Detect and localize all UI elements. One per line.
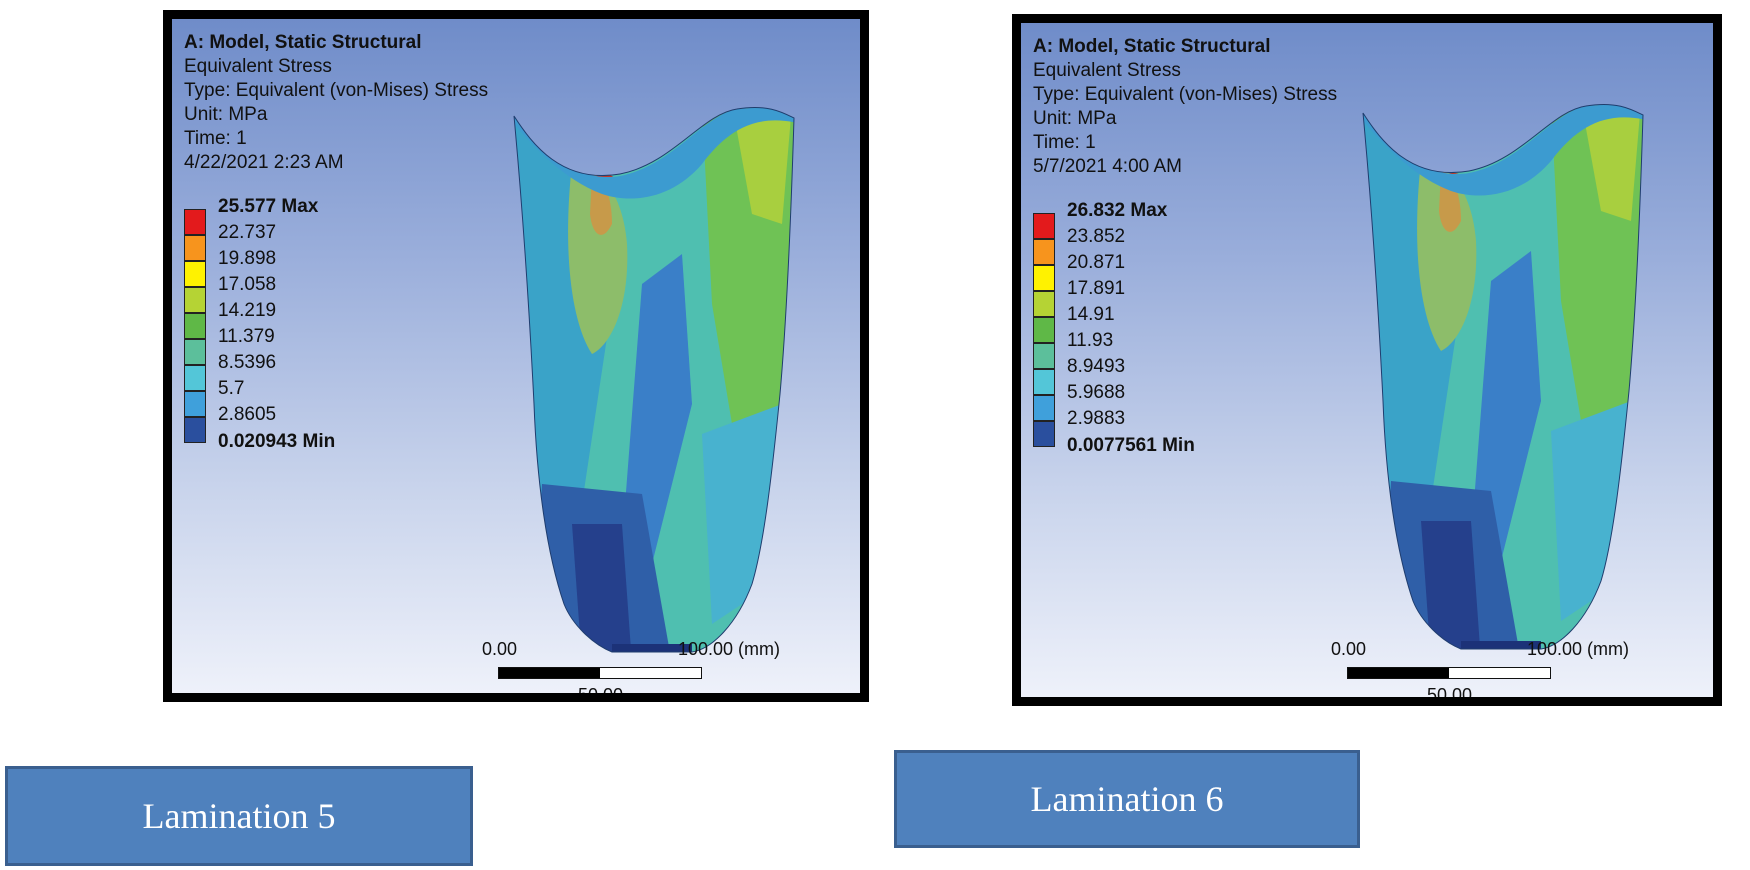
caption-lamination-6: Lamination 6 — [894, 750, 1360, 848]
legend-label: 2.9883 — [1067, 408, 1126, 429]
legend-swatch — [184, 287, 206, 313]
legend-swatch — [1033, 291, 1055, 317]
scale-mid-label: 50.00 — [1427, 685, 1473, 697]
legend-label: 22.737 — [218, 222, 277, 243]
result-header: A: Model, Static Structural Equivalent S… — [184, 31, 488, 175]
legend-label: 8.9493 — [1067, 356, 1126, 377]
scale-bar — [498, 667, 702, 679]
scale-start-label: 0.00 — [482, 639, 518, 659]
legend-label: 20.871 — [1067, 252, 1126, 273]
scale-ruler: 0.00 100.00 (mm) 50.00 — [482, 639, 782, 693]
legend-max-label: 25.577 Max — [218, 196, 319, 217]
graphics-viewport[interactable]: A: Model, Static Structural Equivalent S… — [1021, 23, 1713, 697]
caption-lamination-5: Lamination 5 — [5, 766, 473, 866]
legend-swatch — [184, 339, 206, 365]
legend-min-label: 0.020943 Min — [218, 431, 336, 452]
legend-swatch — [184, 417, 206, 443]
legend-label: 8.5396 — [218, 352, 277, 373]
result-name: Equivalent Stress — [184, 56, 332, 77]
legend-label: 5.9688 — [1067, 382, 1126, 403]
legend-swatch — [1033, 369, 1055, 395]
result-date: 5/7/2021 4:00 AM — [1033, 156, 1182, 177]
legend-swatch — [1033, 239, 1055, 265]
legend-label: 19.898 — [218, 248, 277, 269]
result-name: Equivalent Stress — [1033, 60, 1181, 81]
scale-bar — [1347, 667, 1551, 679]
model-title: A: Model, Static Structural — [184, 32, 422, 53]
legend-swatch — [184, 313, 206, 339]
socket-model[interactable] — [502, 104, 822, 664]
legend-label: 5.7 — [218, 378, 245, 399]
scale-end-label: 100.00 (mm) — [1527, 639, 1630, 659]
legend-label: 11.379 — [218, 326, 275, 347]
legend-label: 17.891 — [1067, 278, 1126, 299]
scale-ruler: 0.00 100.00 (mm) 50.00 — [1331, 639, 1651, 697]
legend-label: 23.852 — [1067, 226, 1126, 247]
legend-swatch — [1033, 265, 1055, 291]
result-unit: Unit: MPa — [184, 104, 268, 125]
legend-swatch — [184, 209, 206, 235]
legend-swatch — [1033, 421, 1055, 447]
legend-label: 14.219 — [218, 300, 277, 321]
legend-label: 11.93 — [1067, 330, 1114, 351]
legend-swatch — [184, 235, 206, 261]
result-panel-lamination-6: A: Model, Static Structural Equivalent S… — [1012, 14, 1722, 706]
legend-max-label: 26.832 Max — [1067, 200, 1168, 221]
result-unit: Unit: MPa — [1033, 108, 1117, 129]
legend-label: 17.058 — [218, 274, 277, 295]
legend-swatch — [184, 365, 206, 391]
legend-swatch — [184, 261, 206, 287]
scale-end-label: 100.00 (mm) — [678, 639, 781, 659]
scale-mid-label: 50.00 — [578, 685, 623, 693]
legend-swatch — [1033, 395, 1055, 421]
socket-model[interactable] — [1351, 101, 1671, 661]
result-header: A: Model, Static Structural Equivalent S… — [1033, 35, 1337, 179]
legend-label: 14.91 — [1067, 304, 1115, 325]
scale-start-label: 0.00 — [1331, 639, 1367, 659]
result-type: Type: Equivalent (von-Mises) Stress — [1033, 84, 1338, 105]
legend-swatch — [1033, 343, 1055, 369]
legend-min-label: 0.0077561 Min — [1067, 435, 1195, 456]
result-panel-lamination-5: A: Model, Static Structural Equivalent S… — [163, 10, 869, 702]
result-date: 4/22/2021 2:23 AM — [184, 152, 344, 173]
legend-swatch — [184, 391, 206, 417]
result-time: Time: 1 — [184, 128, 247, 149]
legend-label: 2.8605 — [218, 404, 277, 425]
graphics-viewport[interactable]: A: Model, Static Structural Equivalent S… — [172, 19, 860, 693]
result-type: Type: Equivalent (von-Mises) Stress — [184, 80, 489, 101]
model-title: A: Model, Static Structural — [1033, 36, 1271, 57]
result-time: Time: 1 — [1033, 132, 1096, 153]
legend-swatch — [1033, 213, 1055, 239]
legend-swatch — [1033, 317, 1055, 343]
